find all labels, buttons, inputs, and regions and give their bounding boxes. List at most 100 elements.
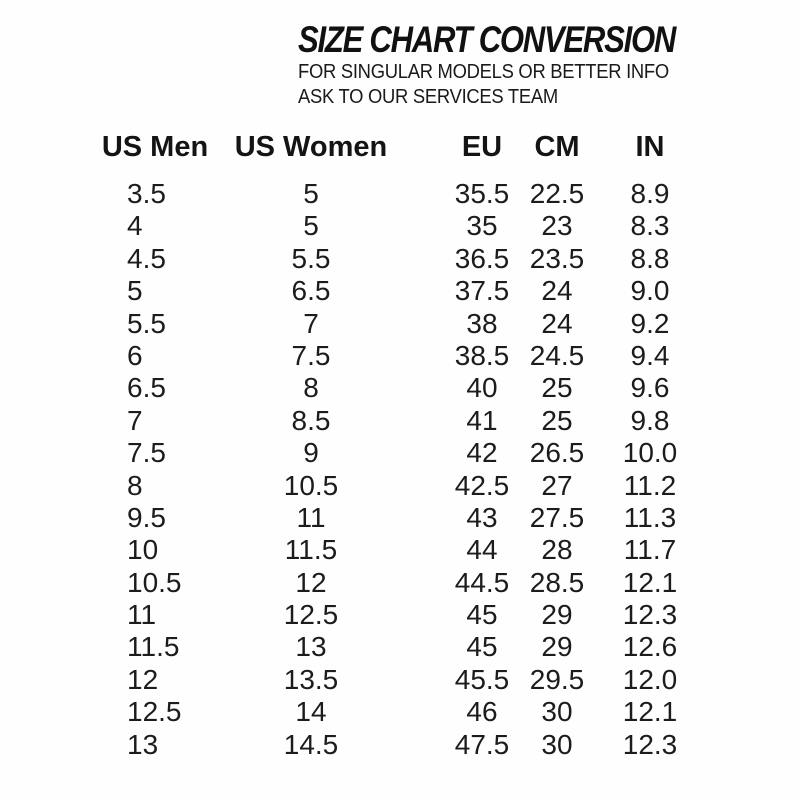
table-cell: 13.5 <box>283 663 339 695</box>
table-cell: 6 <box>127 339 143 371</box>
table-cell: 25 <box>541 404 573 436</box>
table-cell: 45 <box>466 599 498 631</box>
subtitle-line-2: ASK TO OUR SERVICES TEAM <box>298 86 558 108</box>
table-row: 9.5 11 43 27.5 11.3 <box>80 502 706 534</box>
table-cell: 12.3 <box>622 599 678 631</box>
table-cell: 28 <box>541 534 573 566</box>
table-cell: 8.9 <box>630 178 670 209</box>
table-row: 6 7.5 38.5 24.5 9.4 <box>80 340 706 372</box>
table-row: 3.5 5 35.5 22.5 8.9 <box>80 178 706 210</box>
table-cell: 29 <box>541 599 573 631</box>
table-row: 5 6.5 37.5 24 9.0 <box>80 275 706 307</box>
table-cell: 3.5 <box>127 178 166 209</box>
table-cell: 8.5 <box>291 404 331 436</box>
table-cell: 11 <box>296 501 326 533</box>
table-cell: 13 <box>295 631 327 663</box>
table-cell: 35.5 <box>454 178 510 209</box>
table-cell: 43 <box>466 501 498 533</box>
table-cell: 5 <box>127 275 143 307</box>
table-header-row: US Men US Women EU CM IN <box>80 130 706 164</box>
table-cell: 4.5 <box>127 242 166 274</box>
table-row: 6.5 8 40 25 9.6 <box>80 372 706 404</box>
table-cell: 38 <box>466 307 498 339</box>
table-row: 8 10.5 42.5 27 11.2 <box>80 470 706 502</box>
table-cell: 8 <box>303 372 319 404</box>
table-cell: 22.5 <box>529 178 585 209</box>
table-cell: 24.5 <box>529 339 585 371</box>
table-cell: 40 <box>466 372 498 404</box>
table-cell: 12 <box>295 566 327 598</box>
table-cell: 8.8 <box>630 242 670 274</box>
column-header-in: IN <box>635 131 665 163</box>
table-cell: 12.6 <box>622 631 678 663</box>
table-cell: 5 <box>303 178 319 209</box>
table-cell: 9.5 <box>127 501 166 533</box>
table-cell: 45.5 <box>454 663 510 695</box>
table-cell: 41 <box>466 404 498 436</box>
size-table-body: 3.5 5 35.5 22.5 8.9 4 5 35 23 8.3 4.5 5.5 36.5 23.5 8.… <box>80 178 706 761</box>
table-cell: 9 <box>303 437 319 469</box>
table-row: 12 13.5 45.5 29.5 12.0 <box>80 664 706 696</box>
table-cell: 4 <box>127 210 143 242</box>
table-cell: 29.5 <box>529 663 585 695</box>
table-cell: 42.5 <box>454 469 510 501</box>
table-row: 11 12.5 45 29 12.3 <box>80 599 706 631</box>
table-cell: 12.1 <box>622 696 678 728</box>
table-cell: 9.2 <box>630 307 670 339</box>
table-cell: 28.5 <box>529 566 585 598</box>
table-cell: 5.5 <box>127 307 166 339</box>
table-cell: 11.7 <box>623 534 677 566</box>
size-conversion-table: US Men US Women EU CM IN 3.5 5 35.5 22.5 8.9… <box>80 130 706 761</box>
table-row: 13 14.5 47.5 30 12.3 <box>80 729 706 761</box>
table-cell: 9.0 <box>630 275 670 307</box>
column-header-us-women: US Women <box>234 131 388 163</box>
subtitle: FOR SINGULAR MODELS OR BETTER INFO ASK T… <box>298 60 740 110</box>
column-header-eu: EU <box>461 131 503 163</box>
table-cell: 11.3 <box>623 501 677 533</box>
table-row: 11.5 13 45 29 12.6 <box>80 631 706 663</box>
table-cell: 12.5 <box>127 696 182 728</box>
table-cell: 29 <box>541 631 573 663</box>
table-cell: 14 <box>295 696 327 728</box>
table-cell: 12.0 <box>622 663 678 695</box>
column-header-us-men: US Men <box>101 131 209 163</box>
table-cell: 23 <box>541 210 573 242</box>
table-cell: 24 <box>541 307 573 339</box>
table-cell: 11 <box>127 599 157 631</box>
table-row: 10 11.5 44 28 11.7 <box>80 534 706 566</box>
page-title: SIZE CHART CONVERSION <box>298 19 676 60</box>
table-row: 4.5 5.5 36.5 23.5 8.8 <box>80 243 706 275</box>
table-cell: 11.2 <box>623 469 677 501</box>
table-cell: 6.5 <box>291 275 331 307</box>
table-cell: 38.5 <box>454 339 510 371</box>
column-header-cm: CM <box>534 131 580 163</box>
table-cell: 13 <box>127 728 159 760</box>
table-cell: 5 <box>303 210 319 242</box>
table-cell: 11.5 <box>127 631 180 663</box>
table-cell: 12.1 <box>622 566 678 598</box>
table-row: 7.5 9 42 26.5 10.0 <box>80 437 706 469</box>
table-cell: 37.5 <box>454 275 510 307</box>
table-cell: 45 <box>466 631 498 663</box>
table-cell: 30 <box>541 696 573 728</box>
subtitle-line-1: FOR SINGULAR MODELS OR BETTER INFO <box>298 61 669 83</box>
table-row: 12.5 14 46 30 12.1 <box>80 696 706 728</box>
table-cell: 44.5 <box>454 566 510 598</box>
table-cell: 11.5 <box>284 534 338 566</box>
table-cell: 47.5 <box>454 728 510 760</box>
table-row: 5.5 7 38 24 9.2 <box>80 308 706 340</box>
table-row: 10.5 12 44.5 28.5 12.1 <box>80 567 706 599</box>
table-cell: 5.5 <box>291 242 331 274</box>
table-cell: 36.5 <box>454 242 510 274</box>
table-cell: 12 <box>127 663 159 695</box>
table-cell: 35 <box>466 210 498 242</box>
table-cell: 14.5 <box>283 728 339 760</box>
table-cell: 44 <box>466 534 498 566</box>
table-row: 7 8.5 41 25 9.8 <box>80 405 706 437</box>
header: SIZE CHART CONVERSION FOR SINGULAR MODEL… <box>298 20 778 110</box>
table-cell: 12.5 <box>283 599 339 631</box>
table-cell: 7 <box>303 307 319 339</box>
table-cell: 27 <box>541 469 573 501</box>
table-cell: 7.5 <box>291 339 331 371</box>
table-row: 4 5 35 23 8.3 <box>80 210 706 242</box>
